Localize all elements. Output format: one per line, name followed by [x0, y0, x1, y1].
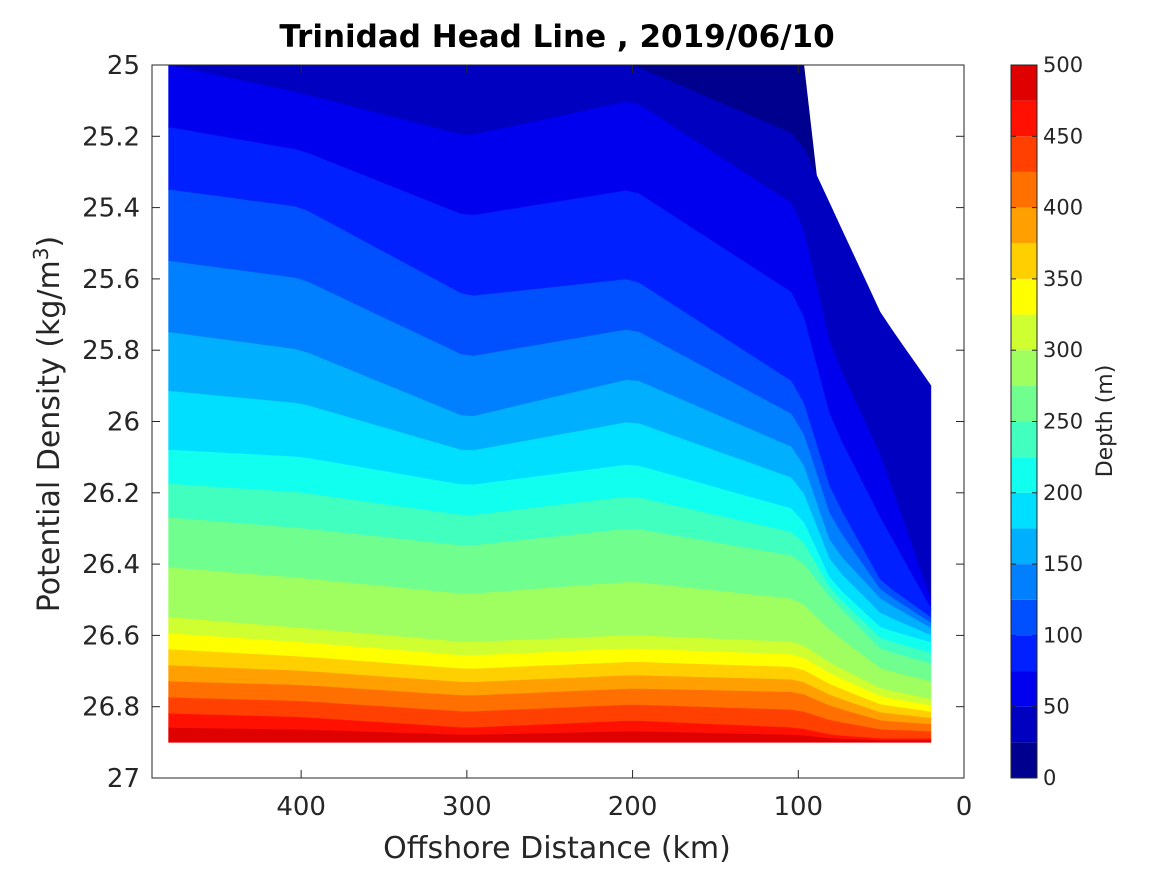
- y-ticks: 25 25.2 25.4 25.6 25.8 26 26.2 26.4 26.6 26.8 27: [82, 51, 964, 794]
- colorbar: 0 50 100 150 200 250 300 350 400 450 500: [1010, 53, 1083, 790]
- chart-title: Trinidad Head Line , 2019/06/10: [279, 19, 834, 55]
- colorbar-tick-label: 0: [1043, 766, 1056, 790]
- y-tick-label: 25.6: [82, 265, 140, 295]
- contour-band-475-500: [168, 727, 932, 743]
- colorbar-band-325-350: [1011, 278, 1037, 315]
- colorbar-band-150-175: [1011, 528, 1037, 565]
- colorbar-band-175-200: [1011, 492, 1037, 529]
- colorbar-band-475-500: [1011, 65, 1037, 101]
- colorbar-label: Depth (m): [1093, 365, 1118, 478]
- y-tick-label: 26.8: [82, 693, 140, 723]
- colorbar-band-250-275: [1011, 385, 1037, 422]
- colorbar-bands: [1011, 65, 1037, 778]
- x-tick-label: 300: [442, 792, 492, 822]
- colorbar-tick-label: 300: [1043, 338, 1083, 362]
- colorbar-ticks: 0 50 100 150 200 250 300 350 400 450 500: [1011, 53, 1083, 790]
- x-tick-label: 100: [773, 792, 823, 822]
- colorbar-tick-label: 150: [1043, 552, 1083, 576]
- colorbar-band-425-450: [1011, 136, 1037, 172]
- colorbar-band-100-125: [1011, 599, 1037, 636]
- colorbar-tick-label: 350: [1043, 267, 1083, 291]
- x-axis-label: Offshore Distance (km): [383, 831, 731, 866]
- x-tick-label: 0: [956, 792, 973, 822]
- colorbar-tick-label: 200: [1043, 481, 1083, 505]
- y-axis-label-superscript: 3: [29, 247, 53, 260]
- y-tick-label: 26.4: [82, 550, 140, 580]
- y-tick-label: 26.2: [82, 479, 140, 509]
- colorbar-tick-label: 50: [1043, 695, 1070, 719]
- x-ticks: 400 300 200 100 0: [276, 65, 972, 822]
- plot-area: 400 300 200 100 0 25 25.2 25.4 25.6 25.8 26 26.2 26…: [82, 51, 972, 822]
- y-axis-label-close: ): [32, 236, 67, 248]
- contour-bands: [168, 64, 932, 743]
- colorbar-band-75-100: [1011, 635, 1037, 672]
- y-tick-label: 27: [107, 764, 140, 794]
- colorbar-tick-label: 450: [1043, 124, 1083, 148]
- colorbar-band-25-50: [1011, 706, 1037, 743]
- y-tick-label: 25.8: [82, 336, 140, 366]
- y-tick-label: 26.6: [82, 621, 140, 651]
- colorbar-band-50-75: [1011, 671, 1037, 707]
- y-tick-label: 25: [107, 51, 140, 81]
- colorbar-band-400-425: [1011, 171, 1037, 208]
- colorbar-tick-label: 400: [1043, 196, 1083, 220]
- colorbar-tick-label: 500: [1043, 53, 1083, 77]
- x-tick-label: 200: [608, 792, 658, 822]
- y-tick-label: 25.2: [82, 122, 140, 152]
- colorbar-band-225-250: [1011, 421, 1037, 458]
- x-tick-label: 400: [276, 792, 326, 822]
- y-axis-label: Potential Density (kg/m3): [29, 236, 67, 612]
- colorbar-band-125-150: [1011, 564, 1037, 600]
- y-axis-label-main: Potential Density (kg/m: [32, 260, 67, 612]
- y-tick-label: 25.4: [82, 194, 140, 224]
- colorbar-band-0-25: [1011, 742, 1037, 778]
- colorbar-tick-label: 100: [1043, 623, 1083, 647]
- colorbar-band-375-400: [1011, 207, 1037, 244]
- colorbar-tick-label: 250: [1043, 410, 1083, 434]
- colorbar-band-300-325: [1011, 314, 1037, 351]
- colorbar-band-350-375: [1011, 243, 1037, 279]
- colorbar-band-200-225: [1011, 457, 1037, 493]
- colorbar-band-275-300: [1011, 350, 1037, 386]
- colorbar-band-450-475: [1011, 100, 1037, 137]
- y-tick-label: 26: [107, 408, 140, 438]
